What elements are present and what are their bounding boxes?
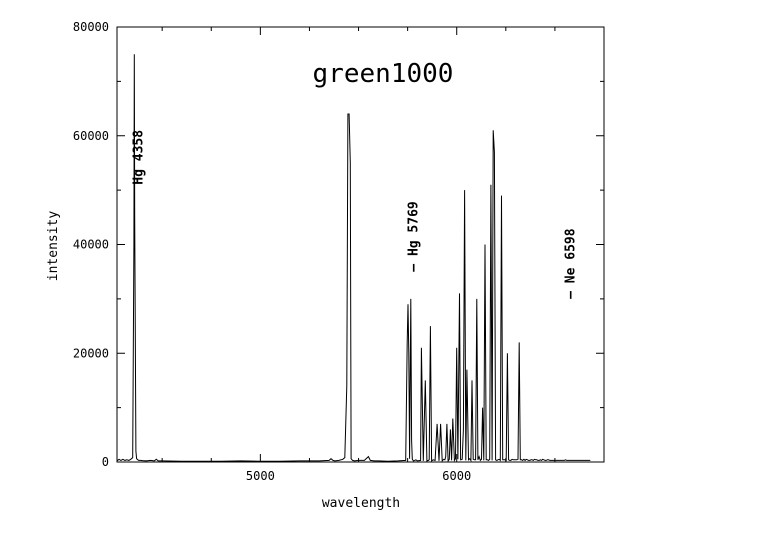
chart-title: green1000 — [313, 59, 454, 89]
plot-frame — [116, 26, 605, 463]
axis-tick-labels: 0 20000 40000 60000 80000 5000 6000 — [73, 20, 471, 483]
x-tick-label: 5000 — [246, 469, 275, 483]
x-axis-label: wavelength — [322, 496, 400, 511]
series-line — [116, 54, 591, 463]
y-tick-label: 0 — [102, 455, 109, 469]
line-annotations: Hg 4358 – Hg 5769 – Ne 6598 — [132, 130, 579, 299]
y-axis-label: intensity — [46, 211, 61, 282]
line-annotation: – Ne 6598 — [564, 228, 579, 299]
x-tick-label: 6000 — [442, 469, 471, 483]
line-annotation: – Hg 5769 — [406, 201, 421, 271]
y-tick-label: 60000 — [73, 129, 109, 143]
y-tick-label: 80000 — [73, 20, 109, 34]
axis-ticks — [117, 26, 605, 463]
line-annotation: Hg 4358 — [132, 130, 147, 185]
y-tick-label: 20000 — [73, 346, 109, 360]
y-tick-label: 40000 — [73, 238, 109, 252]
